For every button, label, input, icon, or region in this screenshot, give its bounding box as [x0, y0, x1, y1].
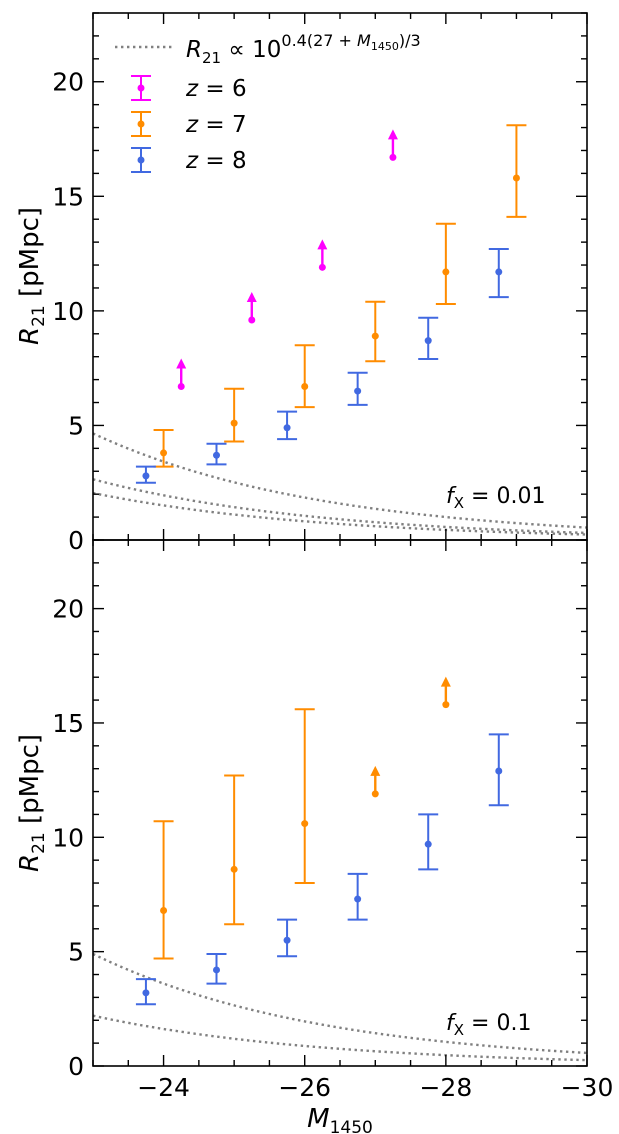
top-model-curve [93, 478, 587, 535]
top-axis-ticks: 0 5 10 15 20 [52, 12, 588, 555]
top-fx-annotation: fX = 0.01 [446, 484, 545, 512]
x-tick-label: −24 [137, 1073, 190, 1102]
bottom-y-tick-label: 15 [52, 709, 84, 738]
top-point-z6 [246, 292, 257, 324]
bottom-point-z7 [440, 676, 451, 709]
top-point-z8 [347, 371, 368, 406]
bottom-axis-ticks: 0 5 10 15 20 −24 −26 −28 −30 [52, 539, 614, 1102]
bottom-plot-frame [92, 539, 588, 1067]
top-y-tick-label: 5 [68, 411, 84, 440]
top-point-z7 [294, 344, 315, 409]
top-point-z8 [277, 410, 298, 441]
bottom-point-z8 [135, 978, 156, 1006]
top-point-z6 [317, 239, 328, 271]
bottom-data-markers [135, 676, 509, 1006]
bottom-point-z7 [153, 820, 174, 960]
top-model-curves [93, 432, 587, 536]
top-point-z8 [206, 442, 227, 466]
top-point-z7 [506, 124, 527, 218]
bottom-point-z8 [206, 952, 227, 985]
x-tick-label: −28 [419, 1073, 472, 1102]
bottom-model-curve [93, 1014, 587, 1062]
top-y-tick-label: 10 [52, 297, 84, 326]
top-y-tick-label: 0 [68, 526, 84, 555]
x-tick-label: −26 [278, 1073, 331, 1102]
top-point-z8 [488, 248, 509, 299]
top-y-tick-label: 15 [52, 182, 84, 211]
top-plot-frame [92, 12, 588, 541]
legend: R21 ∝ 100.4(27 + M1450)/3 z = 6 z = 7 [115, 31, 421, 174]
top-panel: 0 5 10 15 20 R21 ∝ 100.4(27 + M1450)/3 z = 6 [15, 12, 588, 555]
legend-z8-label: z = 8 [185, 148, 247, 174]
top-point-z8 [418, 316, 439, 360]
top-data-markers [135, 124, 527, 484]
top-point-z6 [176, 358, 187, 390]
legend-z6-label: z = 6 [185, 76, 247, 102]
legend-z7-label: z = 7 [185, 112, 247, 138]
top-point-z7 [153, 429, 174, 468]
top-point-z8 [135, 465, 156, 484]
top-point-z6 [387, 129, 398, 161]
bottom-point-z7 [224, 774, 245, 926]
x-axis-label: M1450 [307, 1104, 373, 1134]
bottom-y-tick-label: 5 [68, 938, 84, 967]
top-y-tick-label: 20 [52, 68, 84, 97]
bottom-y-axis-label: R21 [pMpc] [15, 734, 49, 872]
bottom-y-tick-label: 0 [68, 1052, 84, 1081]
legend-z7-swatch [131, 111, 151, 137]
top-point-z7 [435, 222, 456, 305]
bottom-point-z7 [370, 765, 381, 798]
legend-curve-label: R21 ∝ 100.4(27 + M1450)/3 [186, 31, 421, 67]
bottom-fx-annotation: fX = 0.1 [446, 1011, 531, 1039]
bottom-model-curves [93, 952, 587, 1062]
legend-z8-swatch [131, 147, 151, 173]
bottom-point-z8 [347, 872, 368, 921]
bottom-point-z8 [418, 813, 439, 871]
top-y-axis-label: R21 [pMpc] [15, 207, 49, 345]
bottom-y-tick-label: 20 [52, 595, 84, 624]
x-tick-label: −30 [561, 1073, 614, 1102]
bottom-y-tick-label: 10 [52, 823, 84, 852]
bottom-point-z8 [277, 918, 298, 958]
top-point-z7 [224, 387, 245, 443]
top-point-z7 [365, 300, 386, 363]
bottom-panel: 0 5 10 15 20 −24 −26 −28 −30 fX = 0.1 R21 [pMpc]… [15, 539, 614, 1134]
legend-z6-swatch [131, 75, 151, 101]
top-model-curve [93, 432, 587, 529]
bottom-point-z7 [294, 708, 315, 885]
bottom-model-curve [93, 952, 587, 1055]
bottom-point-z8 [488, 733, 509, 807]
